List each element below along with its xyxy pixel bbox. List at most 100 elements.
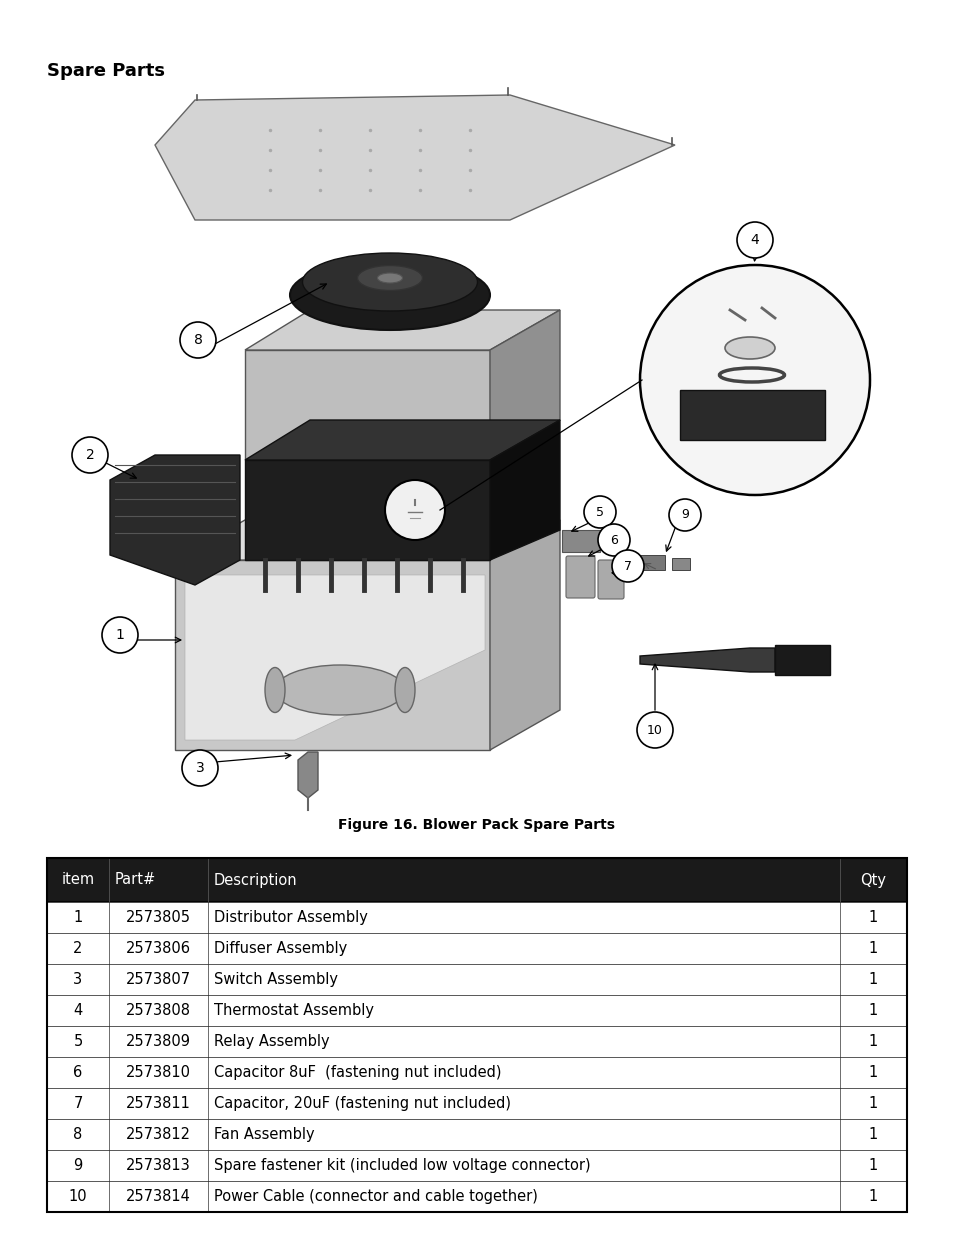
Polygon shape	[245, 350, 490, 459]
Text: 1: 1	[868, 1034, 877, 1049]
Bar	[47, 1088, 906, 1119]
Polygon shape	[490, 310, 559, 459]
Text: 8: 8	[193, 333, 202, 347]
Text: 2: 2	[86, 448, 94, 462]
Bar	[47, 965, 906, 995]
Text: 3: 3	[195, 761, 204, 776]
Ellipse shape	[357, 266, 422, 290]
Bar	[47, 1181, 906, 1212]
Text: 10: 10	[69, 1189, 87, 1204]
Text: 9: 9	[73, 1158, 83, 1173]
Text: 6: 6	[73, 1065, 83, 1079]
Bar	[47, 902, 906, 932]
Text: 2573808: 2573808	[126, 1003, 191, 1018]
Text: 2573812: 2573812	[126, 1128, 191, 1142]
Text: item: item	[61, 872, 94, 888]
Text: 1: 1	[868, 1189, 877, 1204]
Circle shape	[737, 222, 772, 258]
Text: 1: 1	[868, 1158, 877, 1173]
Bar	[47, 1026, 906, 1057]
Text: 1: 1	[868, 1003, 877, 1018]
Text: 1: 1	[868, 1095, 877, 1112]
Text: 2573809: 2573809	[126, 1034, 191, 1049]
Circle shape	[583, 496, 616, 529]
Polygon shape	[174, 559, 490, 750]
Ellipse shape	[290, 261, 490, 330]
Text: 2573806: 2573806	[126, 941, 191, 956]
Circle shape	[182, 750, 218, 785]
Text: Switch Assembly: Switch Assembly	[213, 972, 337, 987]
Text: Figure 16. Blower Pack Spare Parts: Figure 16. Blower Pack Spare Parts	[338, 818, 615, 832]
Text: 2573807: 2573807	[126, 972, 191, 987]
Text: 1: 1	[115, 629, 124, 642]
Ellipse shape	[265, 667, 285, 713]
Text: 7: 7	[623, 559, 631, 573]
Text: 1: 1	[868, 910, 877, 925]
Bar	[47, 995, 906, 1026]
Circle shape	[598, 524, 629, 556]
Text: Part#: Part#	[114, 872, 156, 888]
FancyBboxPatch shape	[671, 558, 689, 571]
Text: Spare Parts: Spare Parts	[47, 62, 165, 80]
Bar	[47, 1057, 906, 1088]
Polygon shape	[245, 459, 490, 559]
Text: Relay Assembly: Relay Assembly	[213, 1034, 329, 1049]
Text: 1: 1	[868, 1065, 877, 1079]
Polygon shape	[490, 420, 559, 559]
Text: Capacitor, 20uF (fastening nut included): Capacitor, 20uF (fastening nut included)	[213, 1095, 510, 1112]
Text: 2: 2	[73, 941, 83, 956]
Circle shape	[71, 437, 108, 473]
Text: 2573805: 2573805	[126, 910, 191, 925]
Circle shape	[637, 713, 672, 748]
Text: 8: 8	[73, 1128, 83, 1142]
Polygon shape	[679, 390, 824, 440]
Circle shape	[668, 499, 700, 531]
Ellipse shape	[395, 667, 415, 713]
Text: Fan Assembly: Fan Assembly	[213, 1128, 314, 1142]
Text: Capacitor 8uF  (fastening nut included): Capacitor 8uF (fastening nut included)	[213, 1065, 500, 1079]
Text: Spare fastener kit (included low voltage connector): Spare fastener kit (included low voltage…	[213, 1158, 590, 1173]
FancyBboxPatch shape	[598, 559, 623, 599]
Polygon shape	[185, 576, 484, 740]
Text: 5: 5	[73, 1034, 83, 1049]
Text: 2573811: 2573811	[126, 1095, 191, 1112]
Text: 1: 1	[868, 972, 877, 987]
Polygon shape	[245, 310, 559, 350]
Ellipse shape	[274, 664, 405, 715]
Circle shape	[385, 480, 444, 540]
Text: Distributor Assembly: Distributor Assembly	[213, 910, 367, 925]
Text: 2573814: 2573814	[126, 1189, 191, 1204]
FancyBboxPatch shape	[639, 555, 664, 571]
Polygon shape	[154, 95, 675, 220]
Bar	[47, 932, 906, 965]
Text: 4: 4	[750, 233, 759, 247]
Text: 10: 10	[646, 724, 662, 736]
Text: Qty: Qty	[860, 872, 885, 888]
Text: 1: 1	[868, 941, 877, 956]
Text: 7: 7	[73, 1095, 83, 1112]
Bar	[47, 1150, 906, 1181]
Text: Power Cable (connector and cable together): Power Cable (connector and cable togethe…	[213, 1189, 537, 1204]
Bar	[47, 1119, 906, 1150]
FancyBboxPatch shape	[561, 530, 599, 552]
Text: 6: 6	[609, 534, 618, 547]
Text: Description: Description	[213, 872, 297, 888]
FancyBboxPatch shape	[565, 556, 595, 598]
Polygon shape	[774, 645, 829, 676]
Circle shape	[639, 266, 869, 495]
Text: 4: 4	[73, 1003, 83, 1018]
Circle shape	[180, 322, 215, 358]
Ellipse shape	[377, 273, 402, 283]
Bar	[47, 858, 906, 902]
Text: Diffuser Assembly: Diffuser Assembly	[213, 941, 347, 956]
Text: 1: 1	[868, 1128, 877, 1142]
Polygon shape	[174, 520, 559, 559]
Text: 2573813: 2573813	[126, 1158, 191, 1173]
Text: 2573810: 2573810	[126, 1065, 191, 1079]
Text: 5: 5	[596, 505, 603, 519]
Ellipse shape	[724, 337, 774, 359]
Polygon shape	[297, 752, 317, 798]
Circle shape	[612, 550, 643, 582]
Text: 9: 9	[680, 509, 688, 521]
Polygon shape	[110, 454, 240, 585]
